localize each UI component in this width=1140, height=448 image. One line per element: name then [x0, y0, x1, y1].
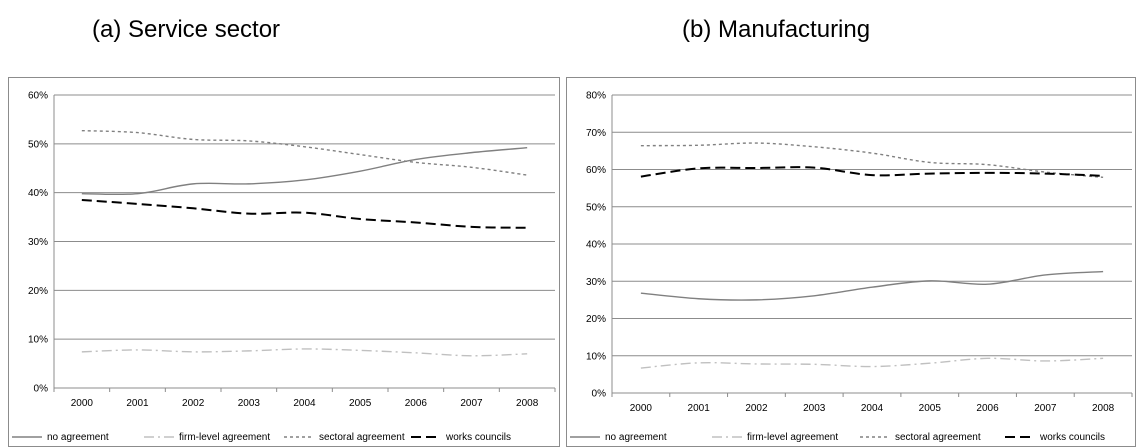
service-x-tick-label: 2007	[460, 398, 483, 409]
manufacturing-series-line-sectoral-agreement	[640, 142, 1104, 179]
manufacturing-legend-label: sectoral agreement	[895, 432, 981, 443]
service-series-line-sectoral-agreement	[81, 129, 528, 176]
service-y-tick-label: 40%	[28, 188, 48, 199]
service-series-line-no-agreement	[81, 147, 528, 196]
service-x-tick-label: 2008	[516, 398, 539, 409]
manufacturing-series-line-no-agreement	[640, 270, 1104, 301]
manufacturing-y-tick-label: 30%	[586, 277, 606, 288]
manufacturing-series-line-works-councils	[640, 166, 1104, 178]
manufacturing-x-tick-label: 2004	[861, 403, 884, 414]
service-x-tick-label: 2003	[238, 398, 261, 409]
service-x-tick-label: 2005	[349, 398, 372, 409]
chart-panel-service: 0% 10% 20% 30% 40% 50% 60% 2000 2001 2002 2003 2004…	[8, 77, 560, 447]
manufacturing-y-tick-label: 60%	[586, 165, 606, 176]
manufacturing-x-tick-label: 2002	[745, 403, 768, 414]
manufacturing-x-tick-label: 2005	[919, 403, 942, 414]
service-y-tick-label: 0%	[34, 384, 49, 395]
manufacturing-y-tick-label: 10%	[586, 351, 606, 362]
manufacturing-legend-label: no agreement	[605, 432, 667, 443]
manufacturing-y-tick-label: 40%	[586, 240, 606, 251]
manufacturing-y-tick-label: 20%	[586, 314, 606, 325]
chart-title-service: (a) Service sector	[92, 16, 281, 43]
manufacturing-x-tick-label: 2001	[688, 403, 711, 414]
service-y-tick-label: 20%	[28, 286, 48, 297]
service-y-tick-label: 60%	[28, 91, 48, 102]
chart-title-manufacturing: (b) Manufacturing	[682, 16, 871, 43]
manufacturing-y-tick-label: 50%	[586, 202, 606, 213]
manufacturing-x-tick-label: 2000	[630, 403, 653, 414]
manufacturing-y-tick-label: 0%	[592, 389, 607, 400]
service-y-tick-label: 10%	[28, 335, 48, 346]
chart-manufacturing: 0% 10% 20% 30% 40% 50% 60% 70% 80% 2000 2001 2002 20…	[570, 91, 1133, 443]
service-x-tick-label: 2006	[405, 398, 428, 409]
service-x-tick-label: 2000	[71, 398, 94, 409]
service-legend-label: firm-level agreement	[179, 432, 270, 443]
manufacturing-y-tick-label: 80%	[586, 91, 606, 102]
service-legend-label: no agreement	[47, 432, 109, 443]
service-y-tick-label: 50%	[28, 139, 48, 150]
service-legend-label: sectoral agreement	[319, 432, 405, 443]
manufacturing-x-tick-label: 2008	[1092, 403, 1115, 414]
service-y-tick-label: 30%	[28, 237, 48, 248]
manufacturing-legend-label: firm-level agreement	[747, 432, 838, 443]
manufacturing-x-tick-label: 2006	[976, 403, 999, 414]
chart-panel-manufacturing: 0% 10% 20% 30% 40% 50% 60% 70% 80% 2000 2001 2002 20…	[566, 77, 1136, 447]
service-series-line-works-councils	[81, 198, 528, 229]
manufacturing-series-line-firm-level-agreement	[640, 357, 1104, 369]
chart-service-sector: 0% 10% 20% 30% 40% 50% 60% 2000 2001 2002 2003 2004…	[12, 91, 556, 443]
service-x-tick-label: 2004	[293, 398, 316, 409]
manufacturing-legend-label: works councils	[1039, 432, 1105, 443]
manufacturing-x-tick-label: 2003	[803, 403, 826, 414]
manufacturing-x-tick-label: 2007	[1034, 403, 1057, 414]
manufacturing-y-tick-label: 70%	[586, 128, 606, 139]
service-series-line-firm-level-agreement	[81, 348, 528, 357]
service-x-tick-label: 2002	[182, 398, 205, 409]
service-legend-label: works councils	[445, 432, 511, 443]
service-x-tick-label: 2001	[126, 398, 149, 409]
